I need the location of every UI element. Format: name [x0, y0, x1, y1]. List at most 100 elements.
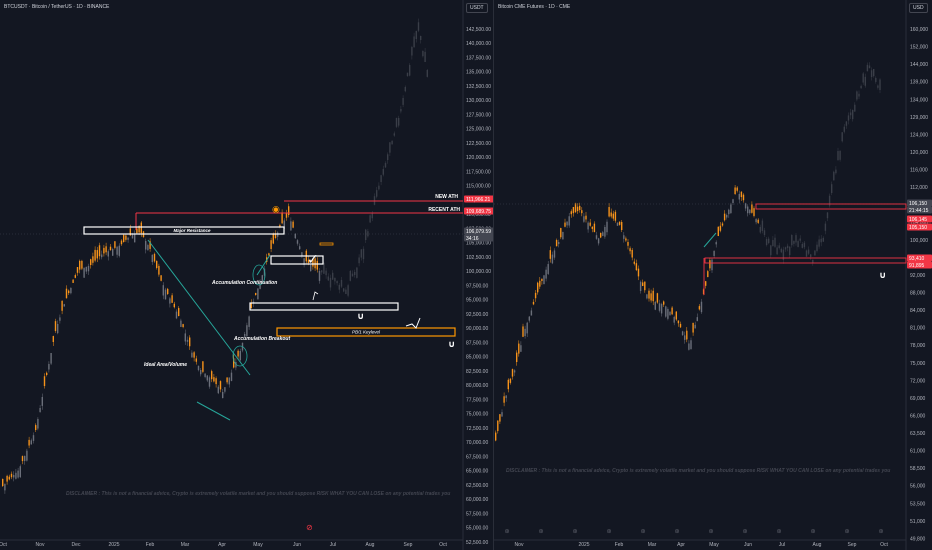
left-price-tick: 70,000.00: [466, 440, 488, 446]
left-candle: [391, 140, 393, 145]
left-symbol-title[interactable]: BTCUSDT · Bitcoin / TetherUS · 1D · BINA…: [4, 4, 110, 10]
right-resistance-zone: [755, 203, 907, 210]
left-candle: [13, 475, 15, 478]
right-symbol-title[interactable]: Bitcoin CME Futures · 1D · CME: [498, 4, 571, 10]
right-price-tick: 53,500: [910, 501, 926, 507]
right-candle: [738, 193, 740, 200]
right-candle: [516, 352, 518, 362]
right-candle: [786, 245, 789, 249]
right-candle: [656, 293, 659, 303]
left-candle: [195, 358, 197, 362]
right-time-tick: Apr: [677, 542, 685, 548]
right-time-tick: Aug: [813, 542, 822, 548]
left-candle: [272, 233, 274, 244]
left-price-tick: 85,000.00: [466, 355, 488, 361]
right-event-icon: ⊛: [504, 529, 509, 535]
accumulation-continuation-label: Accumulation Continuation: [211, 280, 277, 286]
left-candle: [17, 470, 19, 478]
left-candle: [94, 249, 96, 261]
right-candle: [610, 212, 612, 217]
left-candle: [116, 246, 118, 255]
left-price-tick: 55,000.00: [466, 526, 488, 532]
left-disclaimer: DISCLAIMER : This is not a financial adv…: [66, 491, 451, 497]
right-price-tick: 129,000: [910, 115, 928, 121]
left-candle: [81, 260, 83, 269]
right-candle: [849, 112, 852, 116]
right-trend-arrow: [703, 232, 717, 248]
right-candle: [629, 248, 631, 252]
left-candle: [426, 70, 428, 77]
right-price-tick: 78,000: [910, 343, 926, 349]
right-chart-pane[interactable]: 160,000 152,000 144,000 139,000 134,000 129,0…: [494, 0, 932, 550]
right-candle: [505, 395, 507, 399]
left-price-badge-value: 109,689.75: [466, 209, 491, 215]
right-candle: [824, 223, 827, 231]
left-price-chart[interactable]: 142,500.00 140,000.00 137,500.00 135,000.00…: [0, 0, 494, 550]
right-candle: [564, 222, 566, 227]
replay-icon: ⊘: [306, 523, 313, 532]
right-candle: [732, 199, 734, 203]
magnet-icon-2: ∪: [357, 311, 364, 321]
right-price-tick: 81,000: [910, 326, 926, 332]
left-candle: [24, 455, 26, 462]
left-candle: [76, 267, 79, 273]
left-candle: [398, 118, 400, 126]
right-candle: [518, 343, 520, 354]
left-chart-pane[interactable]: 142,500.00 140,000.00 137,500.00 135,000.00…: [0, 0, 494, 550]
left-candle: [105, 246, 107, 253]
left-time-tick: Apr: [218, 542, 226, 548]
right-time-tick: 2025: [578, 542, 589, 548]
right-event-icon: ⊛: [810, 529, 815, 535]
right-time-tick: Jul: [779, 542, 785, 548]
left-candle: [235, 362, 237, 368]
left-time-tick: 2025: [108, 542, 119, 548]
left-candle: [382, 169, 384, 175]
right-candle: [696, 317, 698, 322]
left-currency-button[interactable]: USDT: [466, 3, 488, 13]
left-candle: [415, 30, 417, 39]
right-candle: [793, 240, 795, 244]
left-candle: [413, 36, 415, 48]
left-price-tick: 137,500.00: [466, 55, 491, 61]
right-candle: [621, 222, 623, 230]
right-candle: [772, 240, 774, 247]
left-candle: [134, 233, 136, 243]
left-candle: [378, 185, 380, 190]
right-candle: [522, 326, 524, 337]
right-candle: [875, 77, 877, 82]
left-price-tick: 117,500.00: [466, 169, 491, 175]
left-candle: [303, 258, 305, 265]
right-magnet-icon: ∪: [879, 270, 886, 280]
right-candle: [681, 331, 684, 336]
right-candle: [814, 250, 816, 256]
right-candle: [627, 242, 629, 246]
major-resistance-label: Major Resistance: [173, 228, 211, 233]
left-candle: [219, 381, 222, 390]
right-price-badge-value: 106,145: [909, 217, 927, 223]
ideal-area-label: Ideal Area/Volume: [144, 362, 187, 368]
right-candle: [539, 280, 541, 287]
right-price-chart[interactable]: 160,000 152,000 144,000 139,000 134,000 129,0…: [494, 0, 932, 550]
left-candle: [50, 353, 52, 364]
left-candle: [59, 317, 61, 321]
left-candle: [206, 375, 208, 381]
left-time-tick: Oct: [439, 542, 447, 548]
downtrend-line: [147, 239, 251, 376]
right-currency-button[interactable]: USD: [909, 3, 928, 13]
right-price-tick: 66,000: [910, 413, 926, 419]
right-candle: [602, 232, 604, 236]
left-candle: [310, 264, 312, 272]
right-candle: [820, 238, 822, 243]
left-candle: [186, 339, 189, 342]
left-candle: [30, 440, 32, 445]
right-candle: [711, 259, 713, 271]
left-candle: [380, 175, 382, 182]
right-candle: [803, 242, 806, 248]
right-candle: [631, 249, 633, 258]
left-candle: [35, 425, 37, 430]
left-candle: [151, 254, 153, 263]
left-candle: [395, 117, 398, 127]
right-candle: [751, 204, 753, 213]
left-price-tick: 75,000.00: [466, 412, 488, 418]
right-candle: [860, 85, 862, 89]
